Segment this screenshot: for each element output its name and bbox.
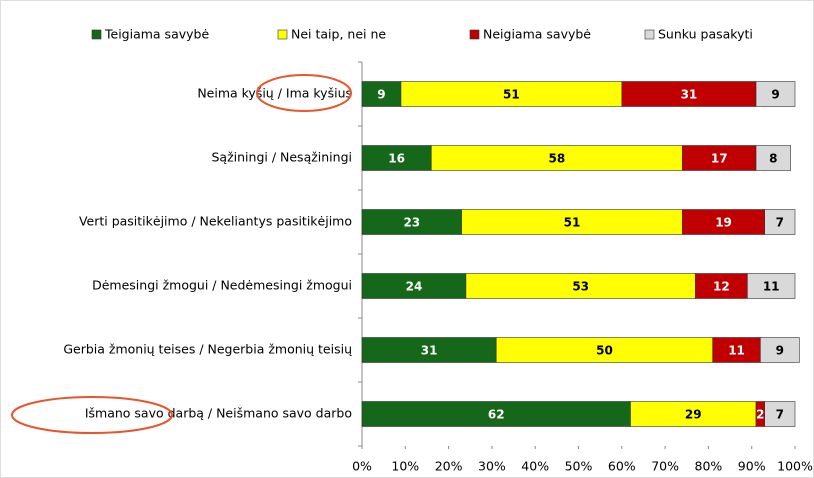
- category-label: Dėmesingi žmogui / Nedėmesingi žmogui: [92, 278, 352, 293]
- data-label: 50: [596, 344, 613, 358]
- data-label: 19: [715, 216, 732, 230]
- data-label: 23: [403, 216, 420, 230]
- x-tick-label: 50%: [565, 459, 593, 474]
- legend-swatch: [644, 29, 655, 40]
- category-label: Gerbia žmonių teises / Negerbia žmonių t…: [63, 342, 352, 357]
- legend-label: Teigiama savybė: [104, 27, 209, 42]
- bar-segment: [361, 273, 467, 299]
- bar-segment: [747, 273, 796, 299]
- bar-segment: [621, 81, 757, 107]
- data-label: 31: [421, 344, 438, 358]
- category-label: Verti pasitikėjimo / Nekeliantys pasitik…: [79, 214, 352, 229]
- category-label: Sąžiningi / Nesąžiningi: [212, 150, 353, 165]
- bar-segment: [400, 81, 623, 107]
- x-tick-label: 100%: [777, 459, 813, 474]
- x-tick-label: 40%: [521, 459, 549, 474]
- bar-segment: [495, 337, 714, 363]
- x-tick-label: 20%: [435, 459, 463, 474]
- data-label: 2: [756, 408, 764, 422]
- x-tick-label: 30%: [478, 459, 506, 474]
- bar-segment: [465, 273, 696, 299]
- x-tick-label: 0%: [352, 459, 372, 474]
- legend-label: Neigiama savybė: [483, 27, 591, 42]
- data-label: 11: [763, 280, 780, 294]
- category-label: Neima kyšių / Ima kyšius: [197, 86, 352, 101]
- bar-segment: [682, 145, 757, 171]
- data-label: 62: [488, 408, 505, 422]
- data-label: 12: [713, 280, 730, 294]
- bar-segment: [361, 337, 497, 363]
- bar-segment: [630, 401, 757, 427]
- data-label: 51: [503, 88, 520, 102]
- highlight-ellipse: [11, 396, 173, 434]
- bar-segment: [755, 145, 791, 171]
- bar-segment: [755, 81, 796, 107]
- bar-segment: [712, 337, 761, 363]
- data-label: 9: [771, 88, 779, 102]
- bar-segment: [695, 273, 748, 299]
- data-label: 53: [572, 280, 589, 294]
- bar-segment: [682, 209, 765, 235]
- bar-segment: [361, 145, 432, 171]
- legend-label: Sunku pasakyti: [658, 27, 753, 42]
- bar-segment: [764, 209, 796, 235]
- data-label: 16: [388, 152, 405, 166]
- bar-segment: [361, 209, 462, 235]
- category-label: Išmano savo darbą / Neišmano savo darbo: [85, 406, 352, 421]
- x-tick-label: 80%: [695, 459, 723, 474]
- bar-segment: [760, 337, 800, 363]
- x-tick-label: 70%: [651, 459, 679, 474]
- bar-segment: [764, 401, 796, 427]
- data-label: 51: [564, 216, 581, 230]
- data-label: 31: [681, 88, 698, 102]
- x-tick-label: 90%: [738, 459, 766, 474]
- data-label: 29: [685, 408, 702, 422]
- x-tick-label: 10%: [391, 459, 419, 474]
- data-label: 17: [711, 152, 728, 166]
- legend-swatch: [469, 29, 480, 40]
- data-label: 11: [728, 344, 745, 358]
- bar-segment: [361, 401, 631, 427]
- data-label: 8: [769, 152, 777, 166]
- bar-segment: [430, 145, 683, 171]
- legend-swatch: [277, 29, 288, 40]
- data-label: 9: [377, 88, 385, 102]
- data-label: 24: [406, 280, 423, 294]
- highlight-ellipse: [256, 74, 352, 112]
- legend-label: Nei taip, nei ne: [291, 27, 386, 42]
- x-tick-label: 60%: [608, 459, 636, 474]
- bar-segment: [461, 209, 683, 235]
- plot: 0% 10% 20% 30% 40% 50% 60% 70% 80% 90% 100% Neima k…: [63, 27, 813, 474]
- legend-swatch: [91, 29, 102, 40]
- data-label: 58: [548, 152, 565, 166]
- data-label: 9: [776, 344, 784, 358]
- data-label: 7: [776, 408, 784, 422]
- data-label: 7: [776, 216, 784, 230]
